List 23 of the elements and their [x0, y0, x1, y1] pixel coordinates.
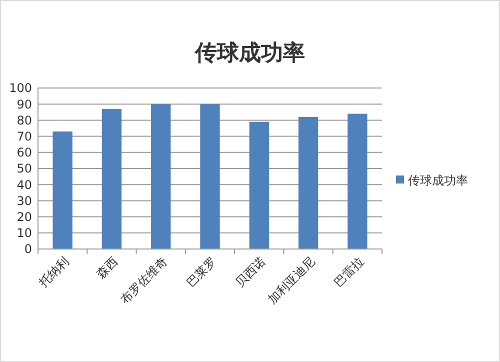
y-tick-label: 70	[16, 130, 32, 144]
x-tick-label: 巴莱罗	[184, 254, 220, 290]
y-tick-label: 40	[16, 178, 32, 192]
y-tick-label: 30	[16, 194, 32, 208]
y-tick-label: 100	[9, 81, 32, 96]
y-tick-label: 20	[16, 210, 32, 224]
y-tick-label: 0	[24, 242, 32, 256]
bar	[52, 131, 72, 249]
bar	[298, 116, 318, 249]
x-tick-label: 托纳利	[36, 254, 72, 290]
legend-label: 传球成功率	[408, 174, 468, 188]
bar	[151, 104, 171, 249]
y-tick-label: 80	[16, 113, 32, 128]
bar	[249, 122, 269, 249]
x-tick-label: 巴雷拉	[331, 254, 367, 290]
y-tick-label: 90	[16, 97, 32, 112]
bar	[348, 114, 368, 249]
y-tick-label: 60	[16, 146, 32, 160]
chart-title: 传球成功率	[194, 40, 305, 66]
bar	[200, 104, 220, 249]
bar	[102, 108, 122, 249]
y-tick-label: 50	[16, 162, 32, 176]
y-tick-label: 10	[16, 226, 32, 240]
